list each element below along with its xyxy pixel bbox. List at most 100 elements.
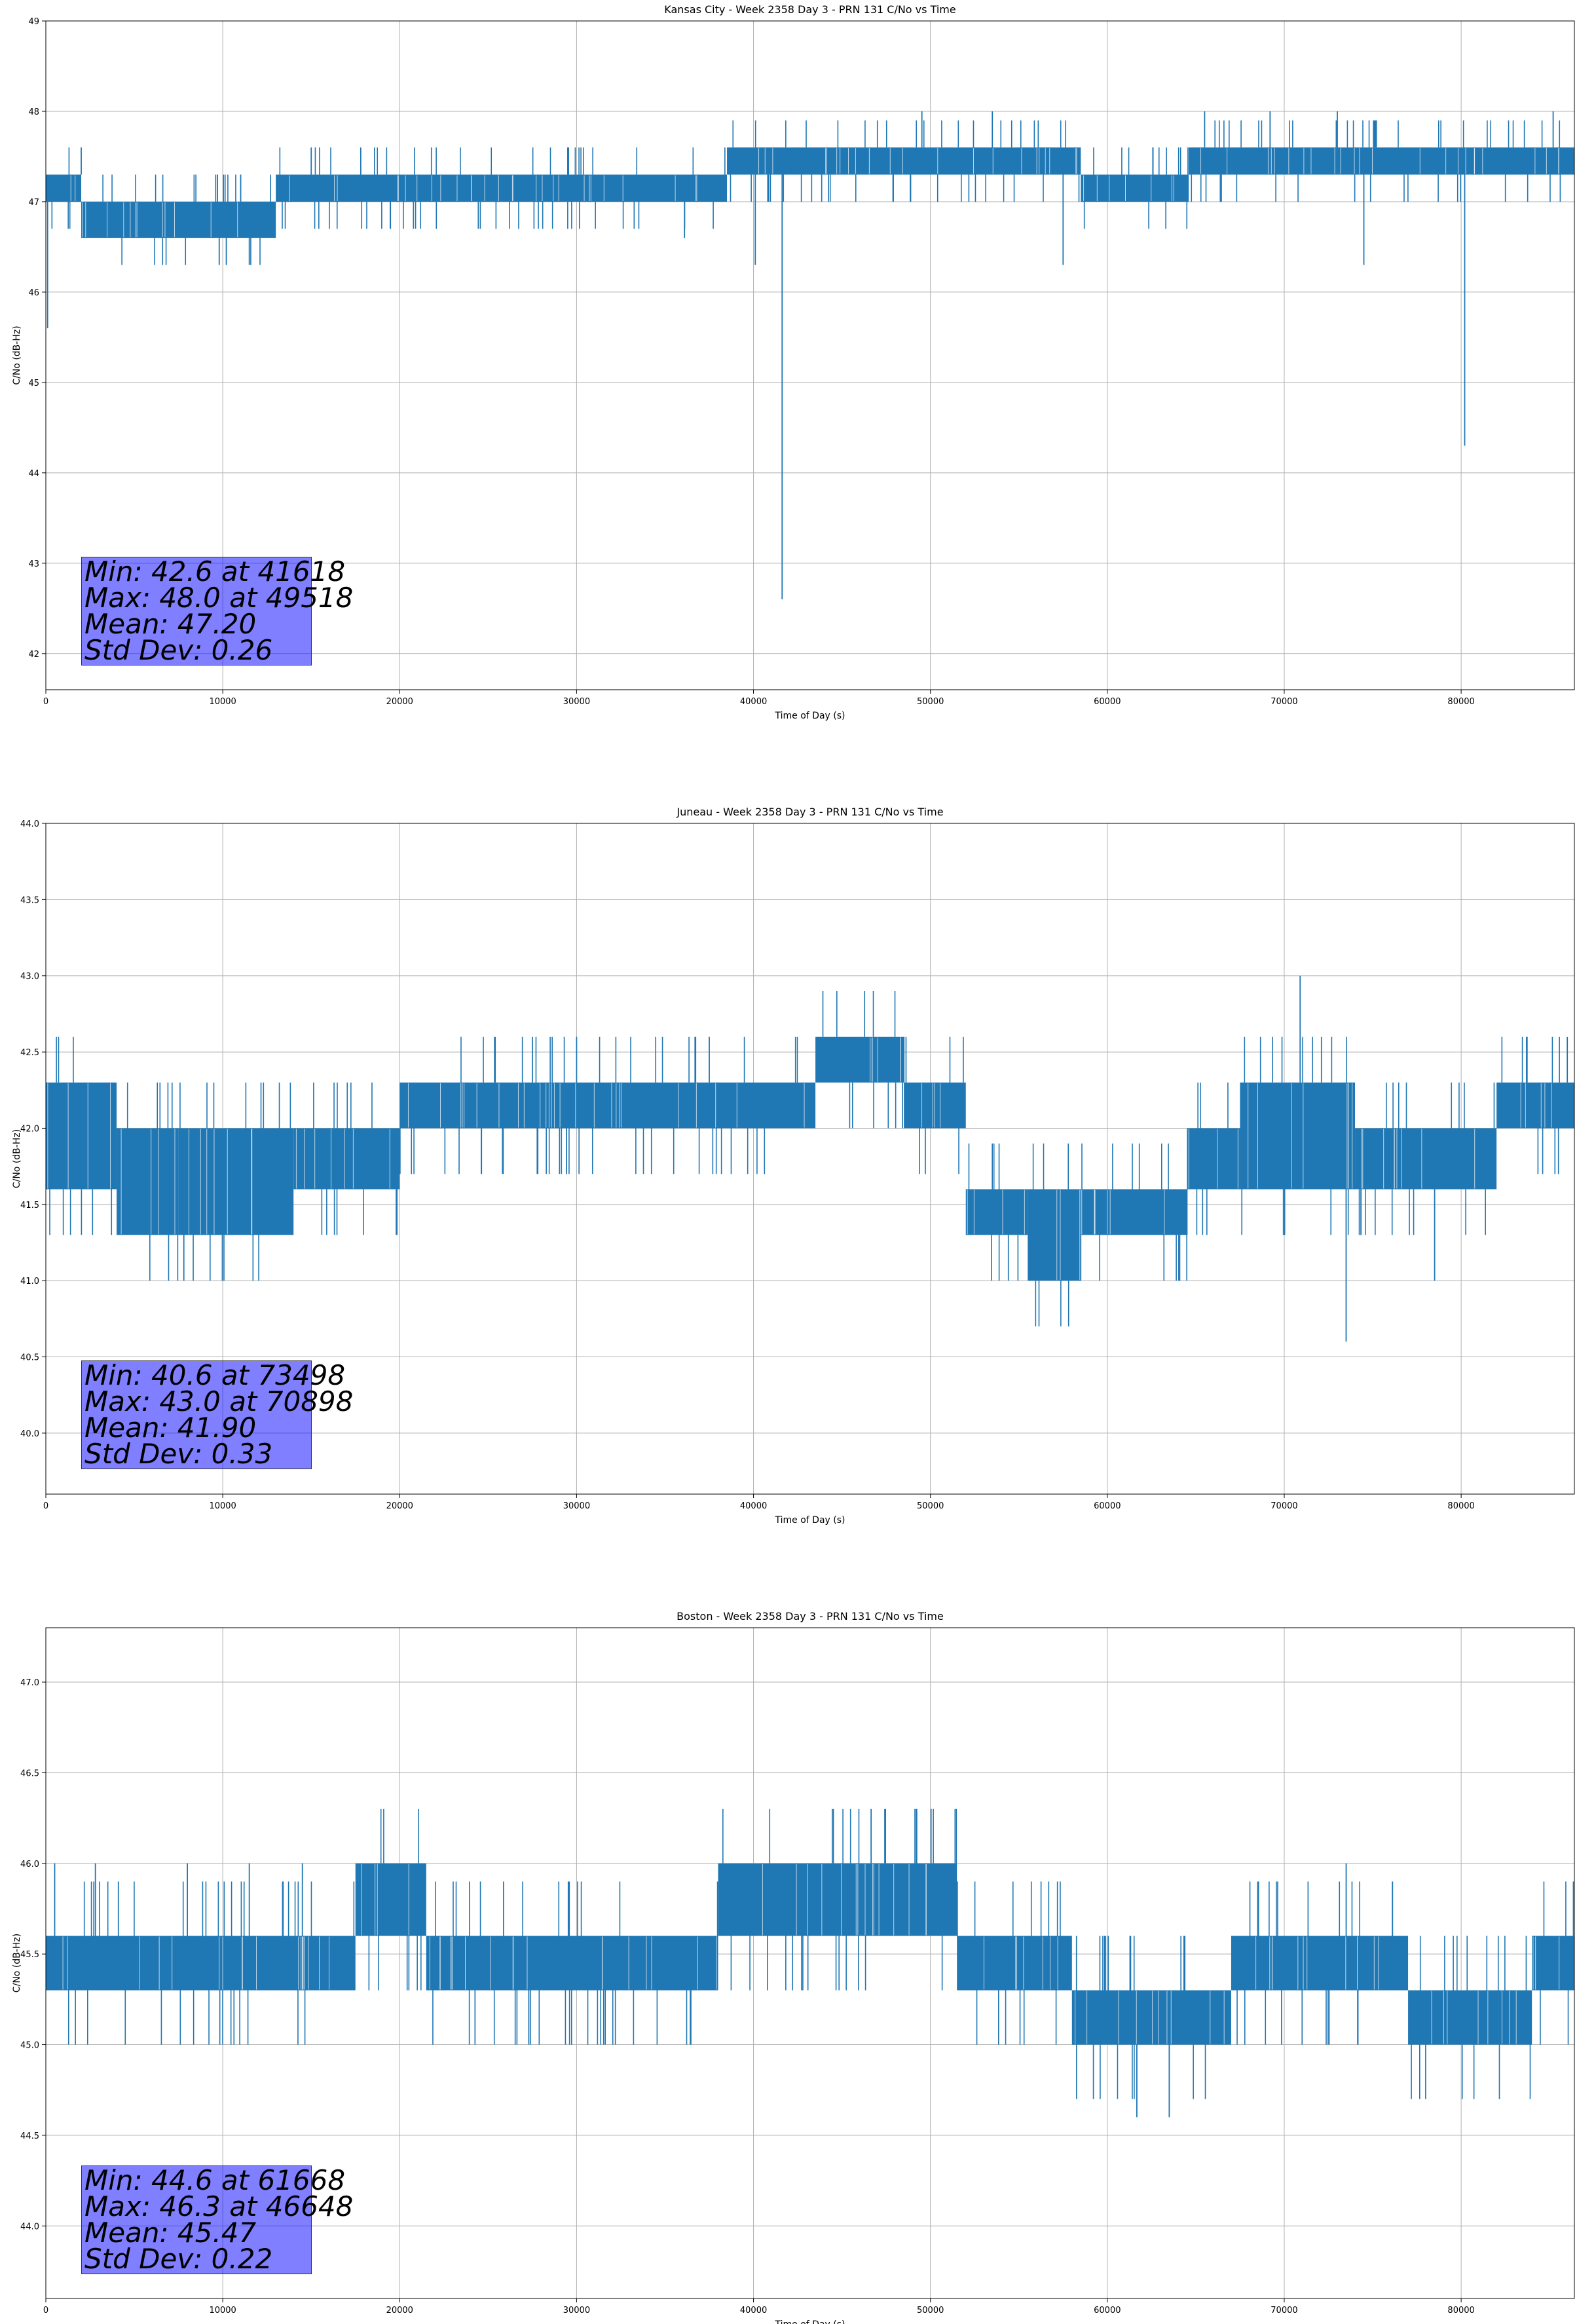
- y-tick-label: 43.5: [20, 895, 39, 905]
- y-tick-label: 47.0: [20, 1678, 39, 1688]
- x-axis-label: Time of Day (s): [775, 2319, 845, 2324]
- series-band: [1532, 1936, 1574, 1991]
- series-band: [81, 201, 276, 238]
- x-tick-label: 0: [43, 1501, 48, 1511]
- plot-frame: [45, 20, 1575, 690]
- series-band: [1189, 147, 1574, 175]
- stats-std-dev: Std Dev: 0.26: [84, 634, 273, 666]
- plot-frame: [45, 823, 1575, 1495]
- x-tick-label: 40000: [740, 2306, 767, 2315]
- x-tick-label: 20000: [386, 1501, 413, 1511]
- x-tick-label: 60000: [1094, 2306, 1121, 2315]
- y-tick-label: 42.0: [20, 1124, 39, 1134]
- stats-box-boston: Min: 44.6 at 61668 Max: 46.3 at 46648 Me…: [81, 2164, 354, 2275]
- series-band: [1355, 1128, 1497, 1190]
- series-band: [276, 174, 728, 202]
- stats-mean: Mean: 41.90: [84, 1412, 257, 1444]
- x-tick-label: 10000: [209, 697, 236, 707]
- series-band: [727, 147, 869, 175]
- series-band: [1081, 174, 1189, 202]
- x-axis-label: Time of Day (s): [775, 711, 845, 721]
- series-band: [1408, 1990, 1532, 2045]
- y-tick-label: 43.0: [20, 972, 39, 982]
- series-band: [117, 1128, 179, 1235]
- y-tick-label: 46.0: [20, 1860, 39, 1869]
- y-tick-label: 45.5: [20, 1950, 39, 1960]
- stats-min: Min: 40.6 at 73498: [84, 1359, 346, 1391]
- y-tick-label: 49: [28, 17, 39, 27]
- x-tick-label: 0: [43, 697, 48, 707]
- series-band: [1496, 1082, 1574, 1129]
- x-tick-label: 40000: [740, 697, 767, 707]
- y-tick-label: 46.5: [20, 1769, 39, 1778]
- y-axis-label: C/No (dB-Hz): [12, 326, 22, 384]
- y-tick-label: 44: [28, 469, 39, 479]
- y-axis-label: C/No (dB-Hz): [12, 1129, 22, 1188]
- series-band: [1081, 1189, 1187, 1235]
- series-band: [46, 1936, 356, 1991]
- stats-max: Max: 46.3 at 46648: [84, 2190, 354, 2222]
- series-band: [868, 147, 1081, 175]
- stats-std-dev: Std Dev: 0.33: [84, 1438, 273, 1470]
- x-tick-label: 20000: [386, 2306, 413, 2315]
- y-tick-label: 44.5: [20, 2131, 39, 2141]
- stats-min: Min: 44.6 at 61668: [84, 2164, 346, 2196]
- chart-boston: 0 10000 20000 30000 40000 50000 60000 70000 8000…: [12, 1610, 1575, 2324]
- x-tick-label: 30000: [563, 697, 590, 707]
- x-tick-label: 10000: [209, 1501, 236, 1511]
- x-tick-label: 50000: [917, 1501, 944, 1511]
- plot-frame: [45, 1627, 1575, 2299]
- y-tick-label: 43: [28, 559, 39, 569]
- stats-min: Min: 42.6 at 41618: [84, 555, 346, 588]
- x-axis-label: Time of Day (s): [775, 1515, 845, 1526]
- series-band: [1071, 1990, 1231, 2045]
- y-tick-label: 40.5: [20, 1353, 39, 1363]
- series-band: [957, 1936, 1072, 1991]
- y-tick-label: 42: [28, 650, 39, 660]
- series-band: [1187, 1128, 1240, 1190]
- x-tick-label: 80000: [1447, 2306, 1474, 2315]
- x-tick-label: 10000: [209, 2306, 236, 2315]
- series-band: [965, 1189, 1028, 1235]
- y-tick-label: 44.0: [20, 2222, 39, 2232]
- stats-mean: Mean: 47.20: [84, 608, 257, 640]
- y-tick-label: 45: [28, 379, 39, 388]
- y-tick-label: 48: [28, 107, 39, 117]
- stats-std-dev: Std Dev: 0.22: [84, 2243, 273, 2275]
- y-axis-label: C/No (dB-Hz): [12, 1934, 22, 1993]
- x-tick-label: 50000: [917, 697, 944, 707]
- series-band: [46, 1082, 117, 1190]
- chart-title: Boston - Week 2358 Day 3 - PRN 131 C/No …: [677, 1610, 944, 1622]
- x-tick-label: 30000: [563, 1501, 590, 1511]
- x-tick-label: 60000: [1094, 1501, 1121, 1511]
- y-tick-label: 41.0: [20, 1277, 39, 1286]
- x-tick-label: 80000: [1447, 697, 1474, 707]
- series-band: [1240, 1082, 1356, 1190]
- series-band: [426, 1936, 718, 1991]
- series-band: [46, 174, 82, 202]
- x-tick-label: 30000: [563, 2306, 590, 2315]
- y-tick-label: 45.0: [20, 2041, 39, 2051]
- stats-max: Max: 43.0 at 70898: [84, 1385, 354, 1417]
- x-tick-label: 70000: [1271, 2306, 1297, 2315]
- x-tick-label: 50000: [917, 2306, 944, 2315]
- series-band: [1231, 1936, 1409, 1991]
- series-band: [718, 1863, 957, 1936]
- series-band: [293, 1128, 400, 1190]
- chart-title: Kansas City - Week 2358 Day 3 - PRN 131 …: [664, 3, 955, 16]
- stats-max: Max: 48.0 at 49518: [84, 582, 354, 614]
- stats-box-kansas-city: Min: 42.6 at 41618 Max: 48.0 at 49518 Me…: [81, 555, 354, 666]
- series-band: [399, 1082, 816, 1129]
- series-band: [355, 1863, 426, 1936]
- x-tick-label: 80000: [1447, 1501, 1474, 1511]
- series-band: [1028, 1189, 1081, 1281]
- x-tick-label: 20000: [386, 697, 413, 707]
- y-tick-label: 42.5: [20, 1048, 39, 1058]
- y-tick-label: 47: [28, 198, 39, 208]
- y-tick-label: 41.5: [20, 1201, 39, 1210]
- stats-mean: Mean: 45.47: [84, 2217, 257, 2249]
- x-tick-label: 60000: [1094, 697, 1121, 707]
- series-band: [815, 1036, 904, 1083]
- chart-title: Juneau - Week 2358 Day 3 - PRN 131 C/No …: [676, 806, 943, 818]
